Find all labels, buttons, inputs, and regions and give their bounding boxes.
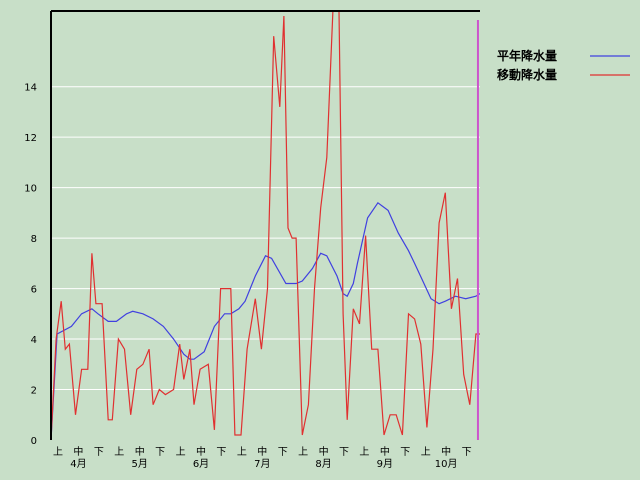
x-sub-label: 下 — [462, 447, 472, 458]
x-sub-label: 中 — [135, 445, 145, 458]
x-sub-label: 下 — [339, 447, 349, 458]
x-month-label: 10月 — [435, 458, 458, 470]
x-sub-label: 中 — [441, 445, 451, 458]
series-lines — [51, 11, 480, 441]
x-month-label: 5月 — [132, 458, 148, 470]
x-sub-label: 上 — [176, 446, 186, 458]
x-sub-label: 下 — [216, 447, 226, 458]
y-tick-label: 4 — [31, 335, 37, 346]
x-sub-label: 上 — [114, 446, 124, 458]
y-tick-label: 8 — [31, 234, 37, 245]
y-tick-label: 12 — [24, 133, 37, 144]
y-tick-label: 10 — [24, 184, 37, 195]
x-month-label: 7月 — [254, 458, 270, 470]
x-month-label: 6月 — [193, 458, 209, 470]
x-sub-label: 下 — [155, 447, 165, 458]
x-sub-label: 中 — [319, 445, 329, 458]
x-sub-label: 上 — [421, 446, 431, 458]
y-tick-label: 14 — [24, 83, 37, 94]
series-line — [51, 201, 480, 441]
x-sub-label: 上 — [237, 446, 247, 458]
y-axis-ticks: 0 2 4 6 8 10 12 14 — [24, 83, 37, 447]
x-sub-label: 下 — [278, 447, 288, 458]
legend-label: 移動降水量 — [497, 67, 557, 82]
x-sub-label: 上 — [53, 446, 63, 458]
x-sub-label: 下 — [400, 447, 410, 458]
plot-frame — [50, 10, 480, 440]
series-line — [51, 11, 480, 441]
y-tick-label: 6 — [31, 285, 37, 296]
y-tick-label: 2 — [31, 386, 37, 397]
x-axis-ticks: 上中下4月上中下5月上中下6月上中下7月上中下8月上中下9月上中下10月 — [53, 445, 472, 470]
x-sub-label: 上 — [359, 446, 369, 458]
x-sub-label: 上 — [298, 446, 308, 458]
x-sub-label: 中 — [73, 445, 83, 458]
y-tick-label: 0 — [31, 436, 37, 447]
x-sub-label: 中 — [257, 445, 267, 458]
x-sub-label: 中 — [380, 445, 390, 458]
x-month-label: 9月 — [377, 458, 393, 470]
grid-lines — [51, 86, 480, 391]
legend-label: 平年降水量 — [497, 48, 557, 63]
x-month-label: 8月 — [315, 458, 331, 470]
x-month-label: 4月 — [70, 458, 86, 470]
x-sub-label: 下 — [94, 447, 104, 458]
x-sub-label: 中 — [196, 445, 206, 458]
